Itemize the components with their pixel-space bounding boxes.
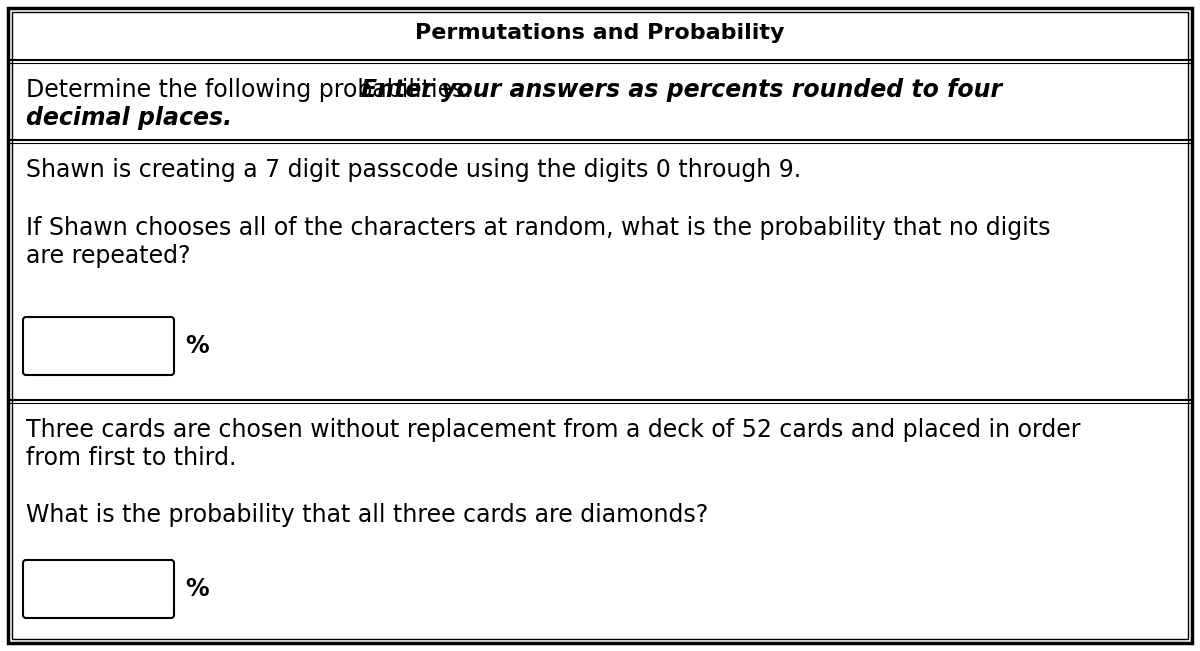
Text: Three cards are chosen without replacement from a deck of 52 cards and placed in: Three cards are chosen without replaceme… [26, 418, 1080, 442]
FancyBboxPatch shape [23, 560, 174, 618]
Text: Permutations and Probability: Permutations and Probability [415, 23, 785, 43]
Text: %: % [185, 334, 209, 358]
Text: from first to third.: from first to third. [26, 446, 236, 470]
Text: If Shawn chooses all of the characters at random, what is the probability that n: If Shawn chooses all of the characters a… [26, 216, 1050, 240]
Text: Determine the following probabilities.: Determine the following probabilities. [26, 78, 479, 102]
Text: Enter your answers as percents rounded to four: Enter your answers as percents rounded t… [361, 78, 1002, 102]
Text: What is the probability that all three cards are diamonds?: What is the probability that all three c… [26, 503, 708, 527]
FancyBboxPatch shape [23, 317, 174, 375]
Text: decimal places.: decimal places. [26, 106, 232, 130]
Text: Shawn is creating a 7 digit passcode using the digits 0 through 9.: Shawn is creating a 7 digit passcode usi… [26, 158, 802, 182]
Text: are repeated?: are repeated? [26, 244, 191, 268]
Text: %: % [185, 577, 209, 601]
